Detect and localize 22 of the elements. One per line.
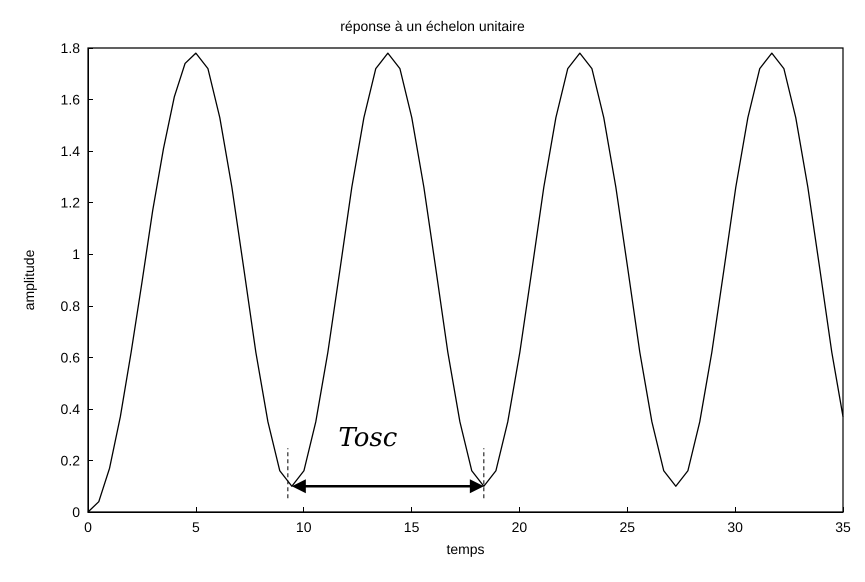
x-tick-label: 15 [404,519,420,535]
x-axis-title: temps [446,541,485,557]
y-tick-label: 0.8 [60,298,80,314]
y-tick-label: 1.8 [60,40,80,56]
chart-title: réponse à un échelon unitaire [340,18,525,34]
y-tick-label: 0.6 [60,349,80,366]
x-tick-label: 30 [727,519,744,535]
y-tick-label: 1 [72,246,80,262]
y-tick-label: 0 [72,504,80,520]
y-tick-label: 0.2 [60,452,80,468]
x-tick-label: 25 [619,519,636,535]
y-tick-label: 0.4 [60,400,80,417]
x-tick-label: 10 [296,519,312,535]
x-tick-label: 0 [84,519,92,535]
y-tick-label: 1.4 [60,143,80,160]
y-tick-label: 1.6 [60,92,80,108]
y-axis-title: amplitude [21,249,37,310]
x-tick-label: 35 [835,519,851,535]
x-tick-label: 5 [192,519,200,535]
annotation: Tosc [338,423,398,454]
y-tick-label: 1.2 [60,194,80,211]
x-tick-label: 20 [512,519,528,535]
